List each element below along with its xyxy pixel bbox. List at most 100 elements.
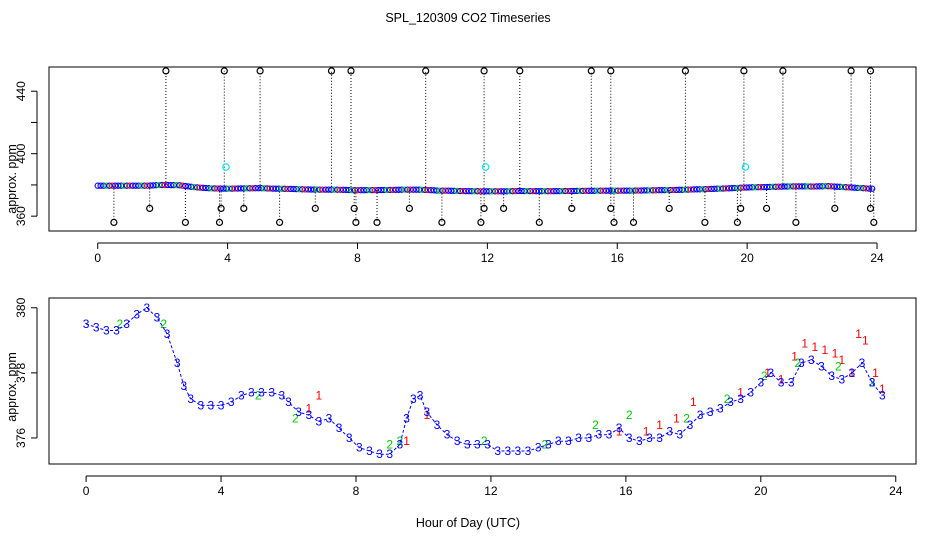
top-series-point <box>515 187 522 195</box>
top-high-outlier-point <box>327 67 336 75</box>
top-low-outlier-point <box>870 218 878 226</box>
top-series-point <box>404 186 411 193</box>
top-series-point <box>325 186 332 193</box>
bottom-series-3-point: 3 <box>326 411 333 425</box>
bottom-y-tick-label: 380 <box>14 297 28 317</box>
top-mid-outlier-point <box>831 204 839 212</box>
top-series-point <box>380 186 388 194</box>
top-series-point <box>769 183 776 190</box>
top-series-point <box>471 188 478 195</box>
top-series-point <box>97 182 104 189</box>
top-series-point <box>661 186 668 194</box>
top-series-point <box>579 187 586 195</box>
bottom-series-3-point: 3 <box>565 434 572 448</box>
top-series-point <box>459 187 467 195</box>
top-series-point <box>854 184 861 192</box>
top-series-point <box>193 184 201 191</box>
top-series-point <box>202 184 209 192</box>
bottom-series-1-point: 1 <box>656 418 663 432</box>
top-series-point <box>603 187 610 194</box>
top-series-point <box>190 183 198 191</box>
bottom-series-3-point: 3 <box>697 408 704 422</box>
bottom-series-3-point: 3 <box>606 428 613 442</box>
bottom-series-3-point: 3 <box>555 434 562 448</box>
bottom-series-3-point: 3 <box>258 385 265 399</box>
top-series-point <box>693 186 700 193</box>
top-series-point <box>456 187 464 195</box>
bottom-series-3-point: 3 <box>768 366 775 380</box>
bottom-series-3-point: 3 <box>677 428 684 442</box>
top-series-point <box>304 186 312 193</box>
bottom-series-3-point: 3 <box>879 389 886 403</box>
top-highlight-point <box>741 163 750 171</box>
top-high-outlier-point <box>607 67 615 75</box>
bottom-series-3-point: 3 <box>525 444 532 458</box>
top-low-outlier-point <box>352 218 360 226</box>
top-mid-outlier-point <box>405 204 413 212</box>
bottom-series-1-point: 1 <box>862 333 869 347</box>
top-series-point <box>302 186 309 193</box>
top-series-point <box>760 183 768 191</box>
top-series-point <box>673 186 680 194</box>
top-series-point <box>445 187 452 194</box>
top-series-point <box>629 187 636 194</box>
top-mid-outlier-point <box>500 204 508 212</box>
bottom-series-3-point: 3 <box>545 438 552 452</box>
top-series-point <box>500 188 508 195</box>
bottom-series-2-point: 2 <box>835 359 842 373</box>
top-series-point <box>746 184 753 191</box>
top-low-outliers <box>110 218 878 226</box>
top-series-point <box>220 185 227 192</box>
top-series-point <box>839 183 847 191</box>
top-series-point <box>123 182 131 189</box>
top-series-point <box>538 188 546 195</box>
top-high-outlier-point <box>866 67 875 75</box>
bottom-series-3-point: 3 <box>869 376 876 390</box>
top-series-point <box>468 188 475 195</box>
bottom-x-tick-label: 8 <box>353 484 360 498</box>
top-low-outlier-point <box>181 218 189 226</box>
top-series-point <box>383 186 391 194</box>
top-series-point <box>378 186 385 194</box>
top-series-point <box>795 183 803 190</box>
top-series-point <box>535 188 543 195</box>
top-series-point <box>132 182 139 189</box>
top-high-outlier-point <box>740 67 748 75</box>
top-series-point <box>521 187 528 195</box>
top-series-point <box>755 184 762 191</box>
top-series-point <box>740 184 747 191</box>
bottom-series-3-point: 3 <box>666 425 673 439</box>
top-series-point <box>451 187 458 194</box>
top-series-point <box>398 186 405 193</box>
top-series-point <box>860 185 867 192</box>
top-series-point <box>690 186 698 193</box>
bottom-series-3-point: 3 <box>154 311 161 325</box>
bottom-series-2-point: 2 <box>386 438 393 452</box>
top-series-point <box>728 185 736 192</box>
top-low-outlier-point <box>610 218 618 226</box>
bottom-series-1-point: 1 <box>801 337 808 351</box>
top-series-point <box>158 181 166 189</box>
bottom-series-3-point: 3 <box>828 369 835 383</box>
top-series-point <box>494 188 502 195</box>
bottom-series-3-point: 3 <box>859 356 866 370</box>
top-series-point <box>752 184 759 191</box>
top-series-point <box>188 183 195 190</box>
top-series-point <box>334 186 341 193</box>
top-series-point <box>512 187 519 195</box>
top-low-outlier-point <box>438 218 446 226</box>
top-series-point <box>676 186 683 193</box>
bottom-series-1-point: 1 <box>838 353 845 367</box>
bottom-y-tick-label: 376 <box>14 428 28 448</box>
top-series-point <box>611 187 619 194</box>
top-series-point <box>620 187 627 194</box>
bottom-series-3-point: 3 <box>849 366 856 380</box>
bottom-series-3-point: 3 <box>174 356 181 370</box>
top-highlight-point <box>222 163 230 171</box>
top-series-point <box>234 185 242 192</box>
top-series-point <box>784 183 791 190</box>
bottom-series-3-point: 3 <box>656 431 663 445</box>
bottom-series-2-point: 2 <box>795 356 802 370</box>
